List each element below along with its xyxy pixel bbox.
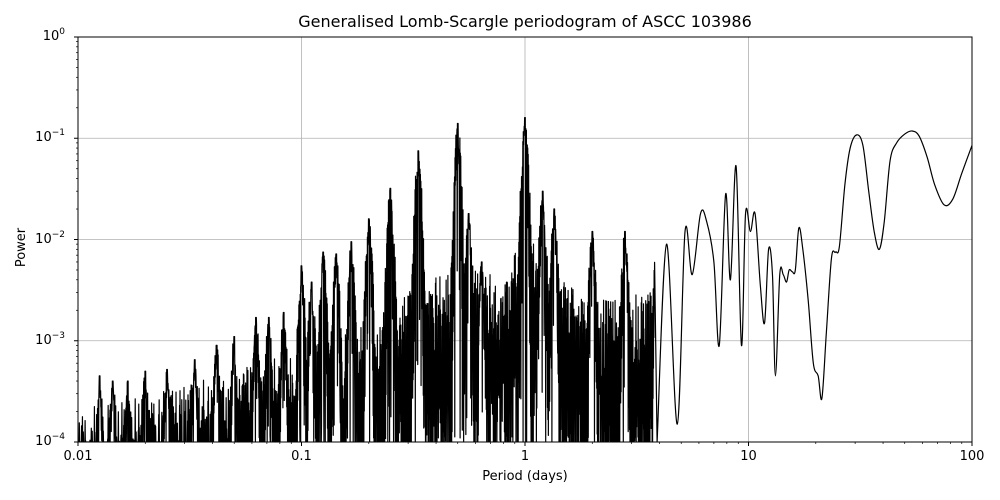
x-tick-label: 1 xyxy=(520,449,530,464)
y-tick-label: 10−3 xyxy=(35,330,65,348)
power-series xyxy=(78,116,972,442)
x-tick-label: 100 xyxy=(959,449,985,464)
x-tick-label: 0.1 xyxy=(291,449,312,464)
axes-frame xyxy=(74,36,973,446)
y-tick-label: 10−4 xyxy=(35,432,65,449)
chart-title: Generalised Lomb-Scargle periodogram of … xyxy=(298,12,752,31)
y-tick-label: 10−1 xyxy=(35,128,65,146)
y-tick-label: 10−2 xyxy=(35,229,65,247)
x-axis-label: Period (days) xyxy=(482,469,568,484)
y-tick-label: 100 xyxy=(42,27,65,44)
x-tick-label: 0.01 xyxy=(63,449,93,464)
x-tick-label: 10 xyxy=(740,449,757,464)
